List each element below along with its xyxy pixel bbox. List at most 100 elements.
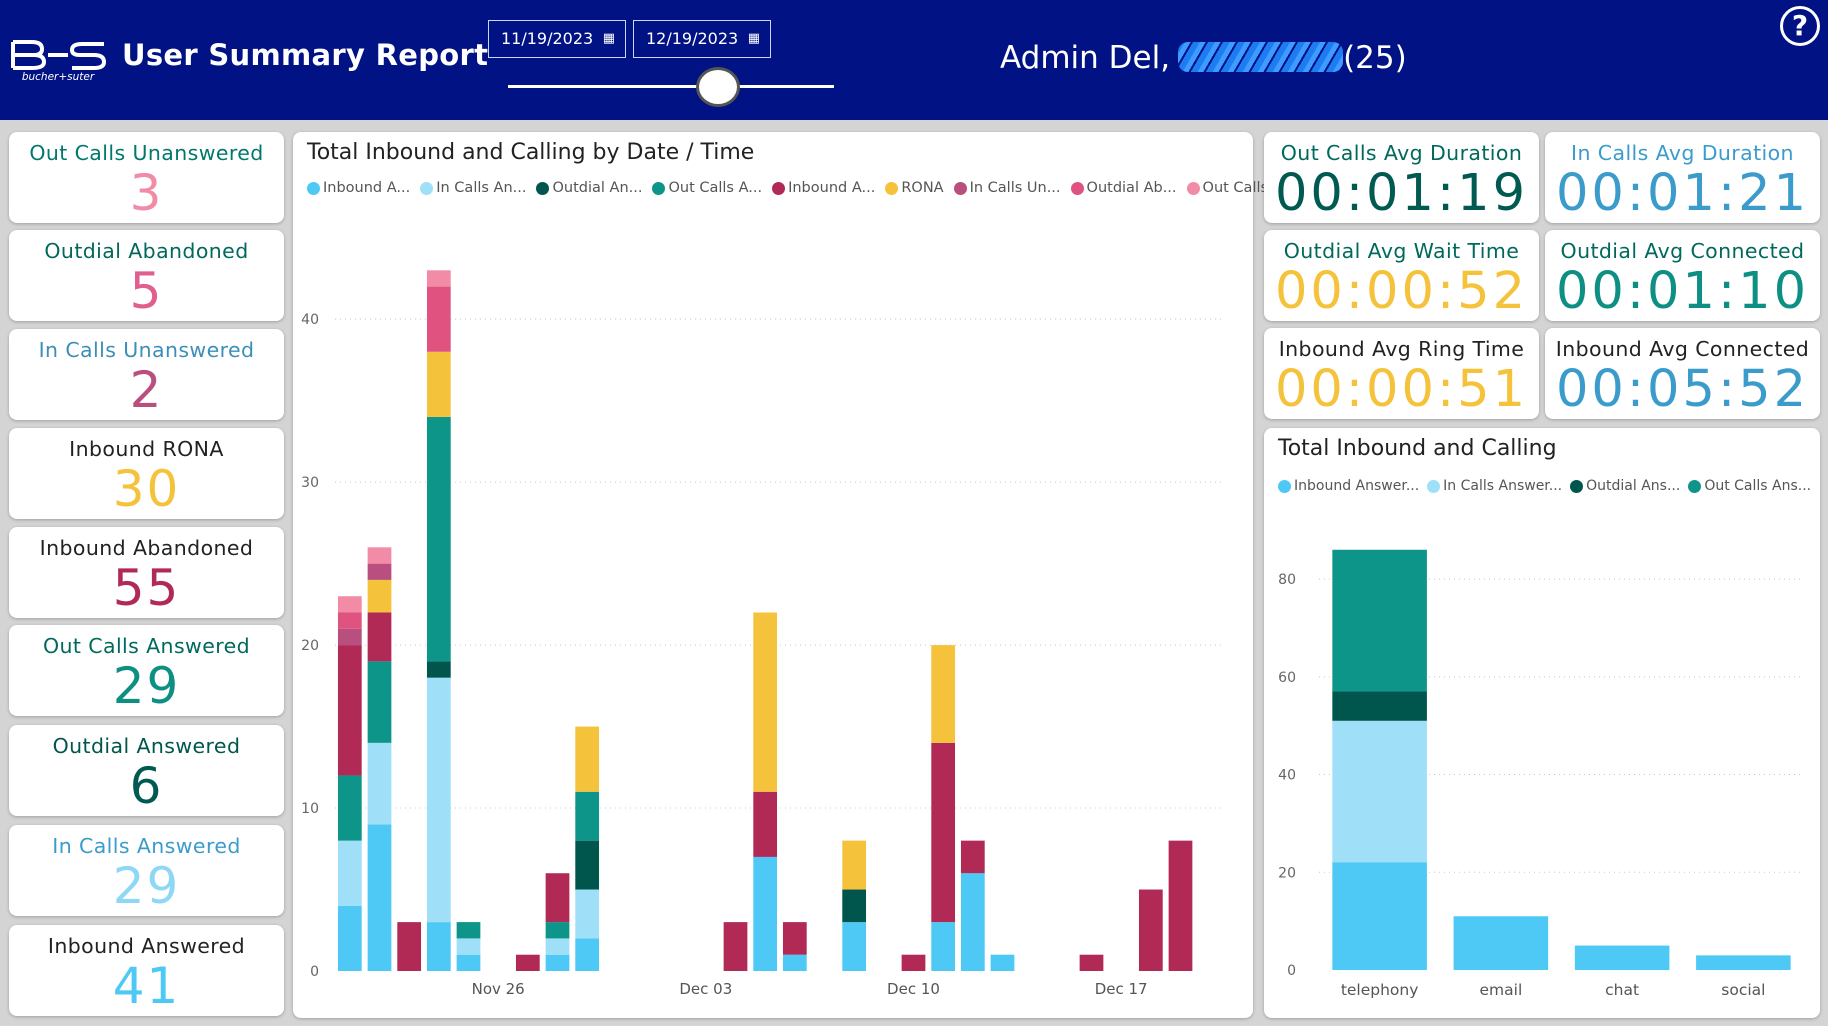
bar-segment[interactable] xyxy=(367,612,392,662)
bar-segment[interactable] xyxy=(575,938,600,971)
date-range-slider-handle[interactable] xyxy=(696,67,740,107)
bar-segment[interactable] xyxy=(426,416,451,662)
bar-segment[interactable] xyxy=(1079,954,1104,971)
start-date-value: 11/19/2023 xyxy=(501,29,594,48)
bar-segment[interactable] xyxy=(337,645,362,776)
calendar-icon[interactable]: ▦ xyxy=(602,31,615,46)
legend-marker xyxy=(953,181,967,195)
bar-segment[interactable] xyxy=(782,954,807,971)
bar-segment[interactable] xyxy=(337,596,362,613)
end-date-picker[interactable]: 12/19/2023 ▦ xyxy=(633,20,771,58)
bar-segment[interactable] xyxy=(426,270,451,287)
kpi-label: Out Calls Avg Duration xyxy=(1280,141,1523,165)
bar-segment[interactable] xyxy=(753,856,778,971)
legend-item[interactable]: Out Calls Ans... xyxy=(1688,478,1811,494)
legend-item[interactable]: Inbound A... xyxy=(307,180,410,196)
kpi-label: Inbound Abandoned xyxy=(39,536,254,560)
bar-segment[interactable] xyxy=(337,840,362,906)
kpi-label: Outdial Avg Connected xyxy=(1560,239,1805,263)
bar-segment[interactable] xyxy=(337,775,362,841)
x-tick-label: Nov 26 xyxy=(472,980,525,998)
bar-segment[interactable] xyxy=(426,351,451,417)
y-tick-label: 80 xyxy=(1278,572,1296,588)
bar-segment[interactable] xyxy=(397,922,422,971)
bar-segment[interactable] xyxy=(575,889,600,939)
bar-segment[interactable] xyxy=(1574,945,1670,970)
bar-segment[interactable] xyxy=(545,922,570,939)
x-tick-label: Dec 17 xyxy=(1095,980,1148,998)
legend-label: Inbound A... xyxy=(323,180,411,196)
bar-segment[interactable] xyxy=(545,938,570,955)
x-tick-label: Dec 10 xyxy=(887,980,940,998)
bar-segment[interactable] xyxy=(753,612,778,792)
bar-segment[interactable] xyxy=(1453,916,1549,970)
y-tick-label: 0 xyxy=(310,964,319,980)
legend-marker xyxy=(885,181,899,195)
bar-segment[interactable] xyxy=(367,824,392,971)
bar-segment[interactable] xyxy=(931,922,956,971)
bar-segment[interactable] xyxy=(367,661,392,743)
legend-item[interactable]: In Calls An... xyxy=(420,180,526,196)
kpi-value: 5 xyxy=(129,262,164,320)
legend-item[interactable]: In Calls Un... xyxy=(953,180,1061,196)
bar-segment[interactable] xyxy=(337,628,362,646)
bar-segment[interactable] xyxy=(426,661,451,678)
bar-segment[interactable] xyxy=(931,742,956,923)
start-date-picker[interactable]: 11/19/2023 ▦ xyxy=(488,20,626,58)
bar-segment[interactable] xyxy=(1168,840,1193,971)
bar-segment[interactable] xyxy=(545,954,570,971)
kpi-value: 00:00:51 xyxy=(1274,360,1529,419)
bar-segment[interactable] xyxy=(337,905,362,971)
bar-segment[interactable] xyxy=(545,873,570,923)
bar-segment[interactable] xyxy=(990,954,1015,971)
bar-segment[interactable] xyxy=(575,840,600,890)
bar-segment[interactable] xyxy=(426,922,451,971)
bar-segment[interactable] xyxy=(1332,549,1427,692)
legend-item[interactable]: In Calls Answer... xyxy=(1427,478,1562,494)
legend-item[interactable]: Inbound A... xyxy=(772,180,875,196)
legend-label: Out Calls Ans... xyxy=(1704,478,1812,494)
legend-item[interactable]: Out Calls A... xyxy=(652,180,762,196)
x-tick-label: social xyxy=(1721,981,1765,999)
y-tick-label: 40 xyxy=(1278,768,1296,784)
bar-segment[interactable] xyxy=(456,922,481,939)
legend-item[interactable]: Outdial An... xyxy=(536,180,642,196)
bar-segment[interactable] xyxy=(515,954,540,971)
calendar-icon[interactable]: ▦ xyxy=(747,31,760,46)
bar-segment[interactable] xyxy=(426,286,451,352)
bar-segment[interactable] xyxy=(337,612,362,629)
bar-segment[interactable] xyxy=(1332,862,1427,971)
bar-segment[interactable] xyxy=(456,938,481,955)
bar-segment[interactable] xyxy=(367,547,392,564)
bar-segment[interactable] xyxy=(1696,955,1791,970)
bar-segment[interactable] xyxy=(575,791,600,841)
bar-segment[interactable] xyxy=(753,791,778,857)
bar-segment[interactable] xyxy=(367,579,392,613)
bar-segment[interactable] xyxy=(960,873,985,971)
legend-item[interactable]: Inbound Answer... xyxy=(1278,478,1419,494)
bar-segment[interactable] xyxy=(960,840,985,874)
legend-item[interactable]: RONA xyxy=(885,180,944,196)
bar-segment[interactable] xyxy=(426,677,451,923)
bar-segment[interactable] xyxy=(367,742,392,825)
legend-item[interactable]: Outdial Ab... xyxy=(1070,180,1177,196)
help-icon[interactable]: ? xyxy=(1780,6,1820,46)
bar-segment[interactable] xyxy=(456,954,481,971)
x-tick-label: chat xyxy=(1605,981,1639,999)
bar-segment[interactable] xyxy=(931,645,956,743)
legend-item[interactable]: Outdial Ans... xyxy=(1570,478,1680,494)
bar-segment[interactable] xyxy=(901,954,926,971)
bar-segment[interactable] xyxy=(842,840,867,890)
end-date-value: 12/19/2023 xyxy=(646,29,739,48)
bar-segment[interactable] xyxy=(367,563,392,580)
bar-segment[interactable] xyxy=(842,922,867,971)
bar-segment[interactable] xyxy=(782,922,807,955)
bar-segment[interactable] xyxy=(842,889,867,923)
bar-segment[interactable] xyxy=(1332,691,1427,721)
bar-segment[interactable] xyxy=(723,922,748,971)
kpi-value: 29 xyxy=(112,657,181,715)
bar-segment[interactable] xyxy=(1138,889,1163,971)
bar-segment[interactable] xyxy=(575,726,600,792)
bar-segment[interactable] xyxy=(1332,720,1427,863)
date-range-slider[interactable] xyxy=(508,85,834,88)
